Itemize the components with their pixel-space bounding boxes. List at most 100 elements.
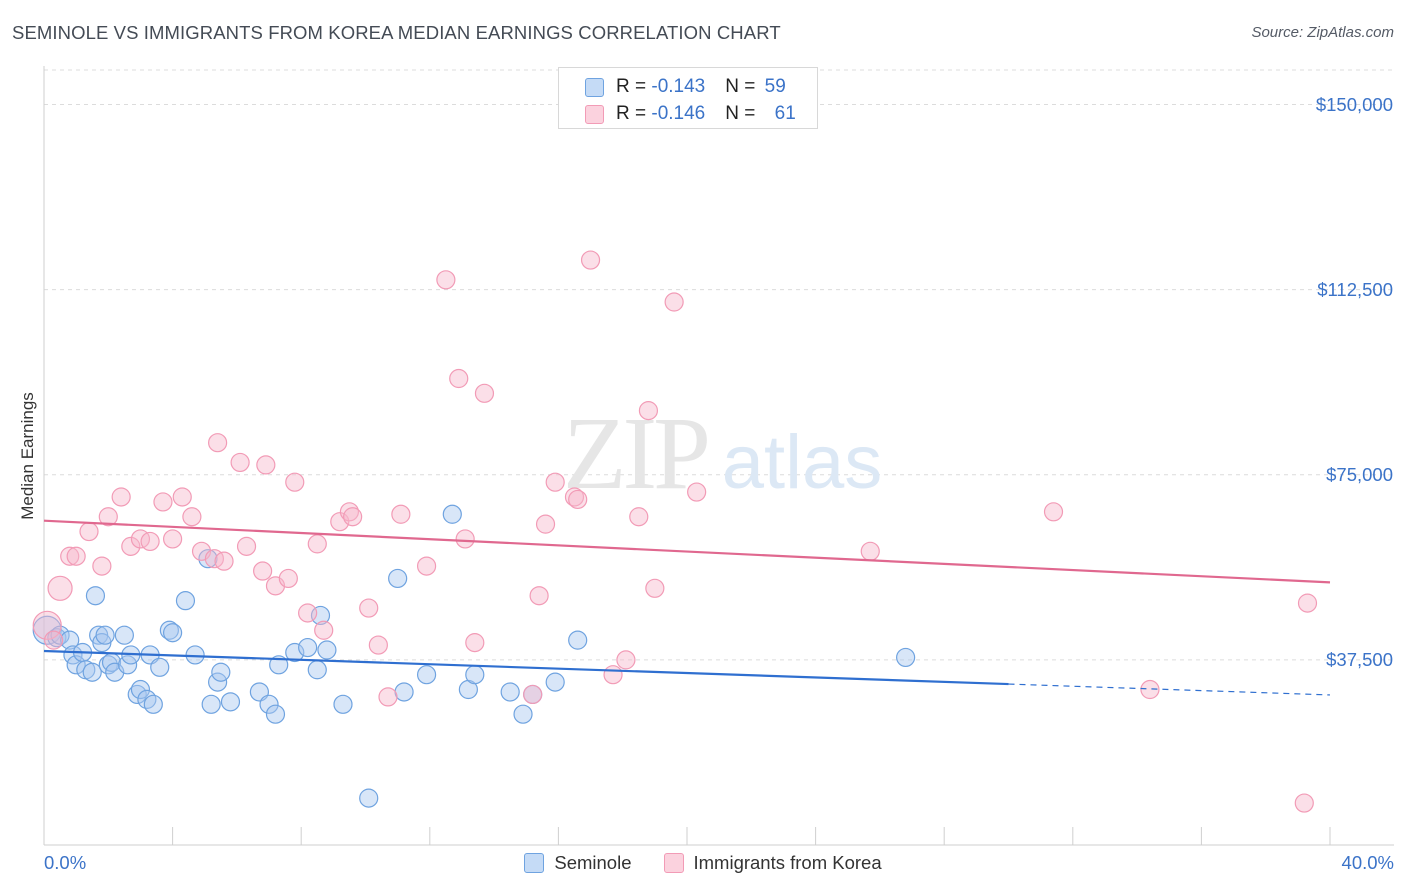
data-point [259, 694, 279, 714]
data-point [330, 512, 350, 532]
data-point [568, 630, 588, 650]
legend-n-value: 61 [774, 103, 796, 124]
data-point [500, 682, 520, 702]
data-point [66, 546, 86, 566]
data-point [111, 487, 131, 507]
data-point [513, 704, 533, 724]
data-point [568, 489, 588, 510]
data-point [298, 637, 318, 658]
data-point [378, 687, 398, 707]
data-point [98, 507, 118, 527]
data-point [50, 625, 70, 645]
legend-n-label: N = [725, 103, 761, 124]
data-point [416, 556, 437, 576]
data-point [629, 507, 649, 527]
data-point [317, 640, 337, 660]
data-point [47, 575, 73, 601]
watermark: ZIP atlas [563, 396, 882, 511]
data-point [333, 694, 353, 714]
data-point [687, 482, 707, 502]
data-point [140, 531, 160, 552]
data-point [455, 529, 475, 549]
data-point [1294, 793, 1314, 813]
data-point [307, 534, 327, 554]
legend-swatch-seminole [585, 77, 604, 97]
legend-row-seminole: R = -0.143 N = 59 [585, 74, 786, 100]
data-point [85, 586, 106, 606]
data-point [564, 487, 585, 507]
data-point [474, 383, 495, 403]
series-legend: Seminole Immigrants from Korea [0, 852, 1406, 874]
data-point [664, 292, 684, 312]
data-point [442, 504, 462, 524]
data-point [523, 684, 543, 705]
data-point [32, 610, 62, 640]
data-point [60, 546, 80, 566]
legend-r-value: -0.143 [651, 76, 706, 97]
data-point [314, 620, 334, 640]
data-point [298, 603, 318, 623]
data-point [98, 655, 118, 675]
data-point [278, 568, 298, 589]
data-point [285, 642, 305, 663]
data-point [182, 507, 202, 527]
legend-r-label: R = [616, 76, 652, 97]
y-tick-label: $37,500 [1326, 648, 1393, 670]
legend-label-korea: Immigrants from Korea [693, 852, 882, 873]
data-point [285, 472, 305, 492]
legend-swatch-seminole [524, 853, 545, 873]
y-tick-label: $75,000 [1326, 463, 1393, 485]
data-point [172, 487, 192, 507]
data-point [388, 568, 408, 589]
data-point [159, 620, 179, 640]
correlation-legend: R = -0.143 N = 59 R = -0.146 N = 61 [558, 67, 818, 129]
data-point [175, 591, 196, 611]
legend-row-korea: R = -0.146 N = 61 [585, 101, 796, 127]
data-point [603, 665, 623, 685]
data-point [394, 682, 414, 702]
y-tick-label: $112,500 [1317, 278, 1393, 300]
data-point [343, 507, 363, 527]
trend-lines [43, 519, 1331, 696]
legend-label-seminole: Seminole [554, 852, 632, 873]
y-tick-label: $150,000 [1315, 93, 1393, 115]
data-point [198, 549, 218, 569]
legend-n-label: N = [725, 76, 761, 97]
watermark-zip: ZIP [563, 396, 707, 511]
legend-item-seminole[interactable]: Seminole [524, 852, 632, 874]
data-point [256, 455, 276, 475]
legend-r-value: -0.146 [651, 103, 706, 124]
data-point [201, 694, 221, 714]
data-point [368, 635, 388, 655]
data-point [359, 788, 379, 808]
data-point [391, 504, 411, 524]
data-point [121, 536, 141, 556]
data-point [163, 623, 183, 643]
data-point [208, 433, 228, 453]
data-point [114, 625, 134, 645]
data-point [163, 529, 183, 549]
legend-n-value: 59 [764, 76, 786, 97]
data-point [143, 694, 163, 714]
data-point [436, 270, 456, 290]
data-point [137, 689, 157, 709]
data-point [638, 401, 659, 421]
data-point [1043, 502, 1064, 522]
data-point [535, 514, 556, 534]
data-point [253, 561, 273, 581]
data-point [449, 368, 469, 389]
data-point [211, 662, 231, 682]
data-point [1140, 679, 1160, 700]
data-point [359, 598, 379, 618]
data-point [92, 556, 112, 576]
data-point [307, 660, 327, 680]
trend-line-extension [1008, 683, 1331, 696]
data-point [130, 679, 151, 700]
data-point [60, 630, 80, 650]
data-point [236, 536, 257, 556]
legend-swatch-korea [663, 853, 684, 873]
watermark-atlas: atlas [722, 420, 883, 505]
gridlines [44, 69, 1394, 661]
legend-item-korea[interactable]: Immigrants from Korea [663, 852, 882, 874]
legend-swatch-korea [585, 104, 604, 124]
